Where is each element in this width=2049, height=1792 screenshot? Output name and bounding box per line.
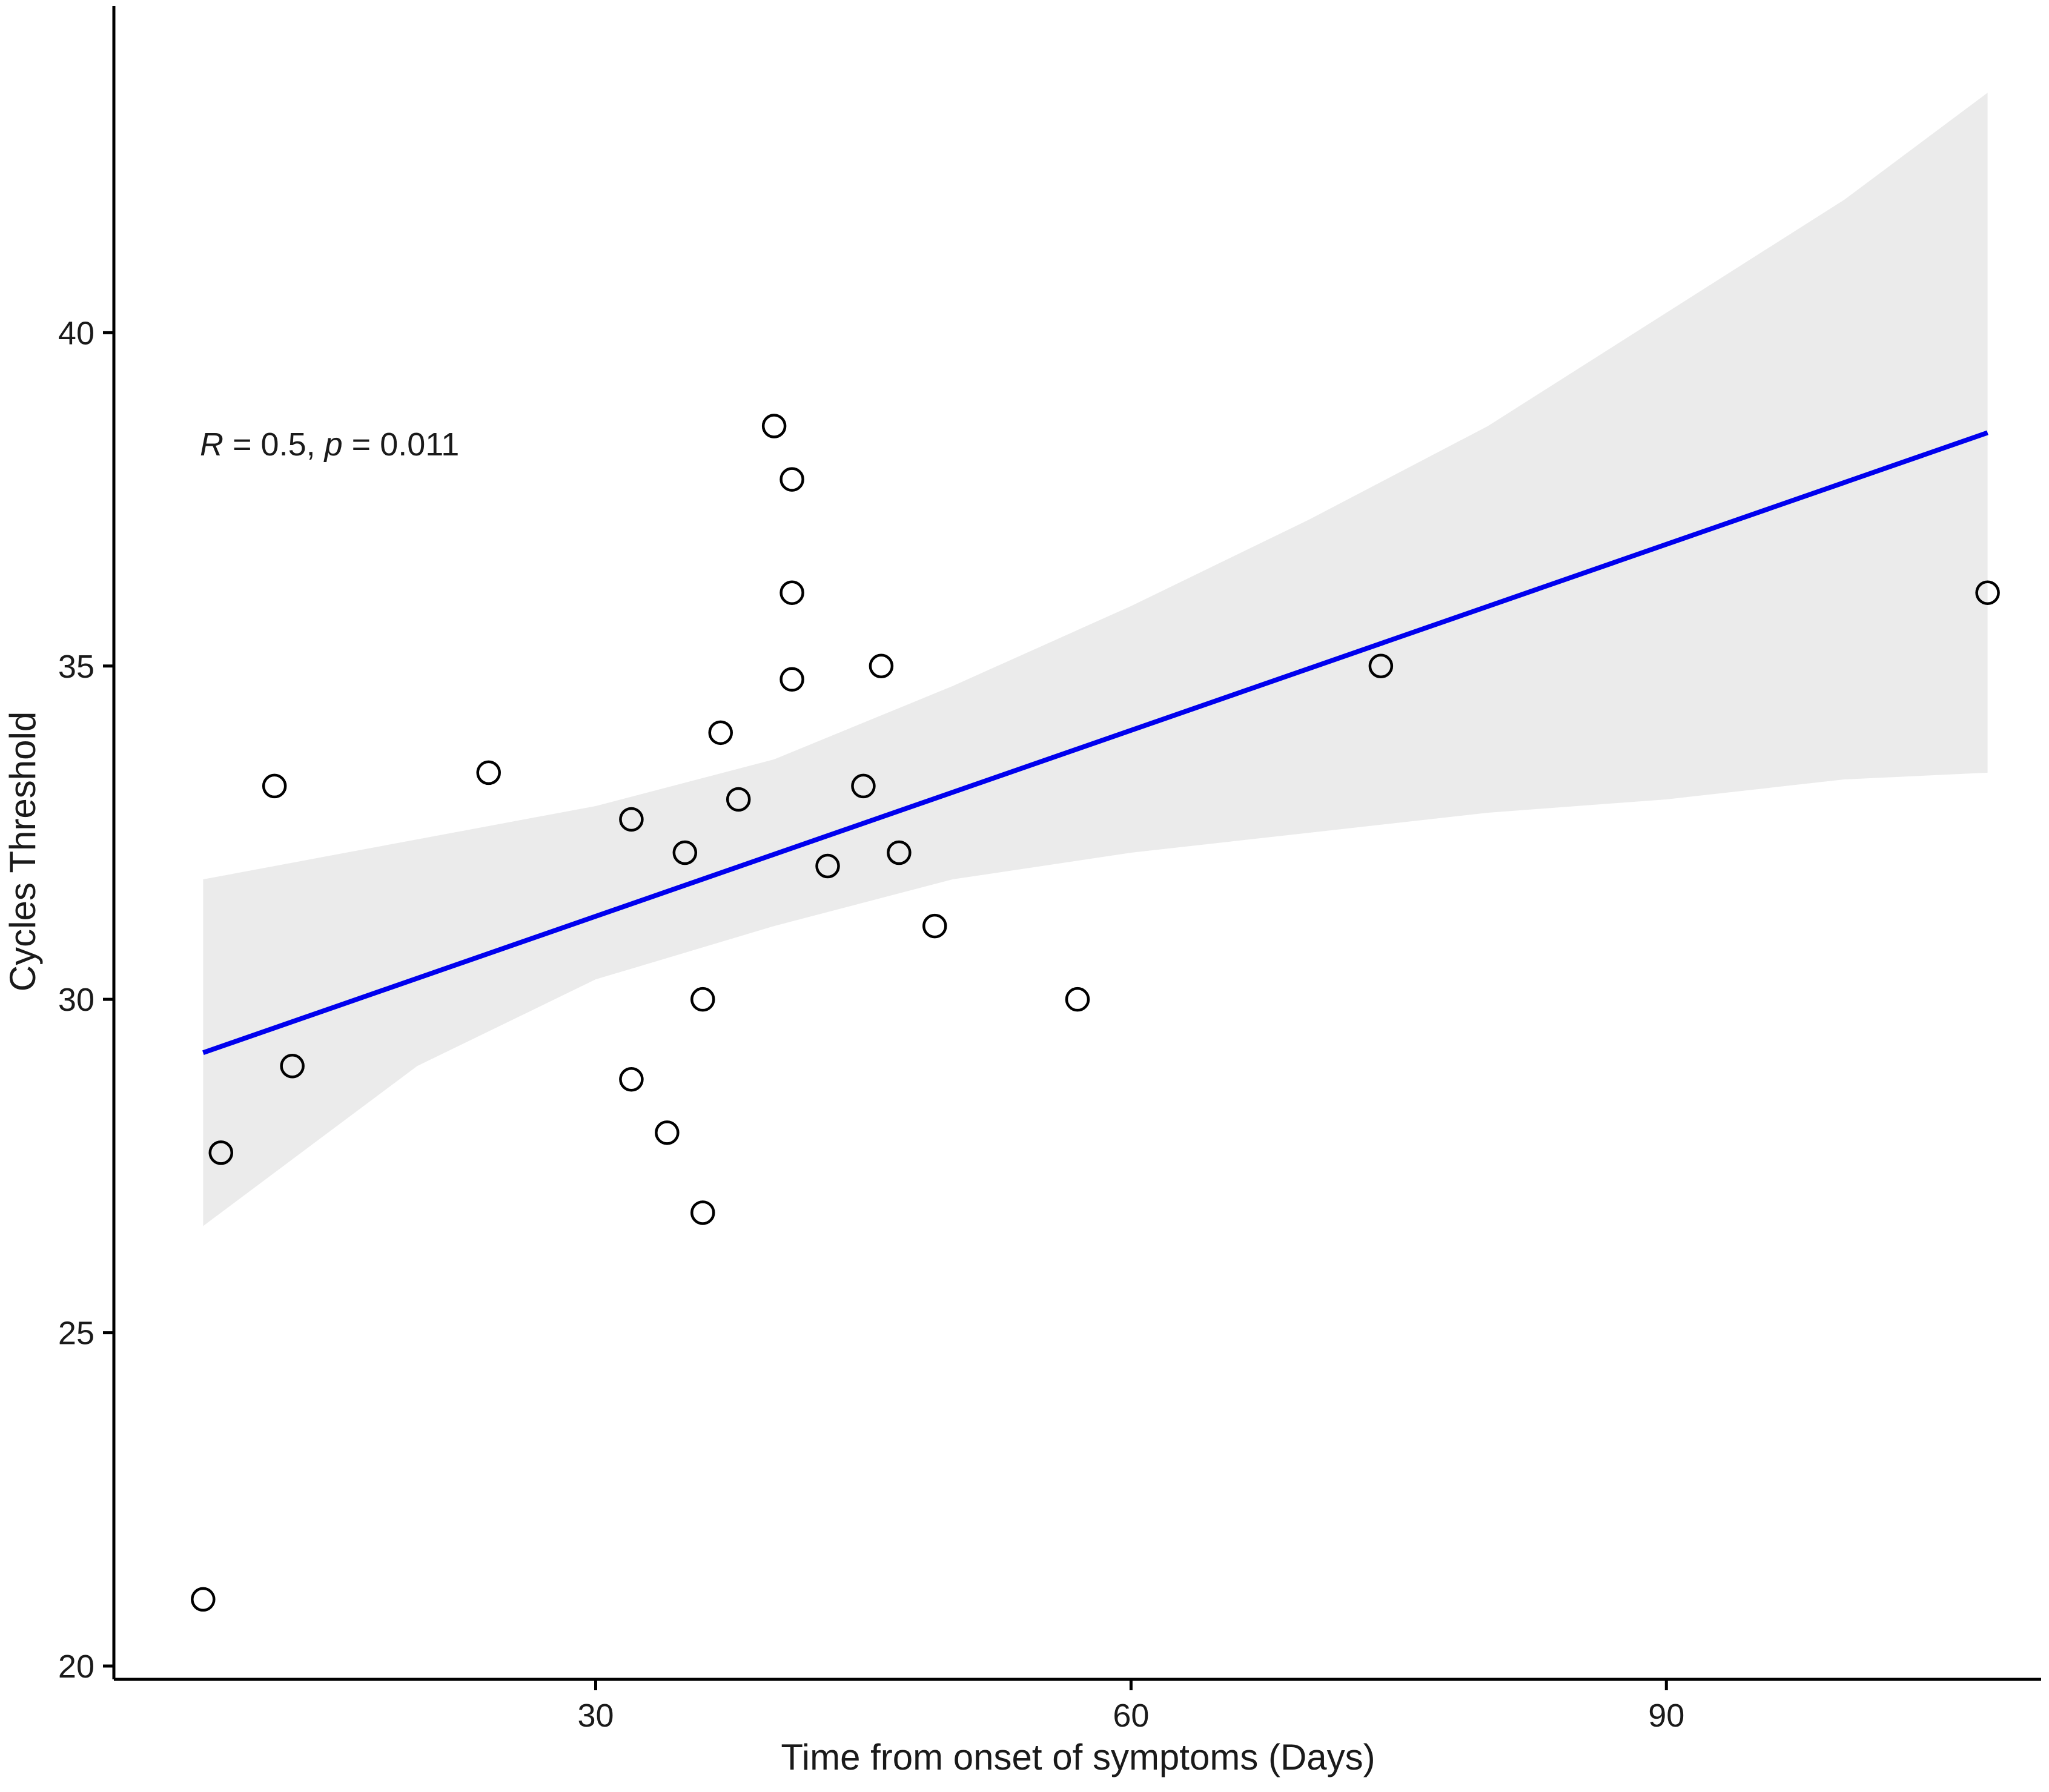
confidence-band: [203, 93, 1988, 1226]
data-point: [851, 773, 876, 799]
data-point: [619, 807, 644, 832]
data-point: [619, 1067, 644, 1092]
data-point: [726, 787, 751, 812]
x-axis-ticks: 30 60 90: [577, 1679, 1684, 1734]
r-value: = 0.5,: [223, 426, 325, 463]
data-point: [690, 1200, 715, 1225]
data-points-layer: [191, 414, 2000, 1612]
y-tick-label: 20: [58, 1648, 94, 1685]
p-value: = 0.011: [343, 426, 460, 463]
y-tick-label: 30: [58, 982, 94, 1018]
data-point: [208, 1140, 234, 1165]
x-tick-label: 60: [1113, 1698, 1149, 1734]
data-point: [780, 667, 804, 692]
data-point: [780, 580, 804, 605]
y-axis-ticks: 20 25 30 35 40: [58, 315, 114, 1685]
data-point: [1368, 653, 1394, 679]
p-symbol: p: [323, 426, 343, 463]
data-point: [476, 760, 501, 785]
data-point: [708, 720, 733, 746]
y-tick-label: 35: [58, 649, 94, 685]
data-point: [655, 1120, 680, 1145]
y-tick-label: 25: [58, 1315, 94, 1352]
y-tick-label: 40: [58, 315, 94, 351]
data-point: [1065, 987, 1090, 1012]
regression-line: [202, 430, 1988, 1056]
data-point: [815, 853, 840, 879]
data-point: [869, 653, 894, 679]
y-axis-title: Cycles Threshold: [2, 712, 43, 991]
x-tick-label: 90: [1648, 1698, 1684, 1734]
fit-line-layer: [202, 430, 1988, 1056]
data-point: [672, 840, 698, 865]
x-axis-title: Time from onset of symptoms (Days): [781, 1737, 1375, 1777]
data-point: [262, 773, 287, 799]
data-point: [191, 1587, 216, 1612]
data-point: [690, 987, 715, 1012]
r-symbol: R: [200, 426, 223, 463]
axes: [112, 6, 2041, 1681]
data-point: [887, 840, 912, 865]
x-tick-label: 30: [577, 1698, 614, 1734]
data-point: [1975, 580, 2000, 605]
confidence-band-layer: [203, 93, 1988, 1226]
data-point: [761, 414, 787, 438]
data-point: [280, 1054, 305, 1079]
data-point: [922, 913, 947, 939]
data-point: [780, 467, 804, 492]
correlation-annotation: R = 0.5, p = 0.011: [200, 426, 459, 463]
